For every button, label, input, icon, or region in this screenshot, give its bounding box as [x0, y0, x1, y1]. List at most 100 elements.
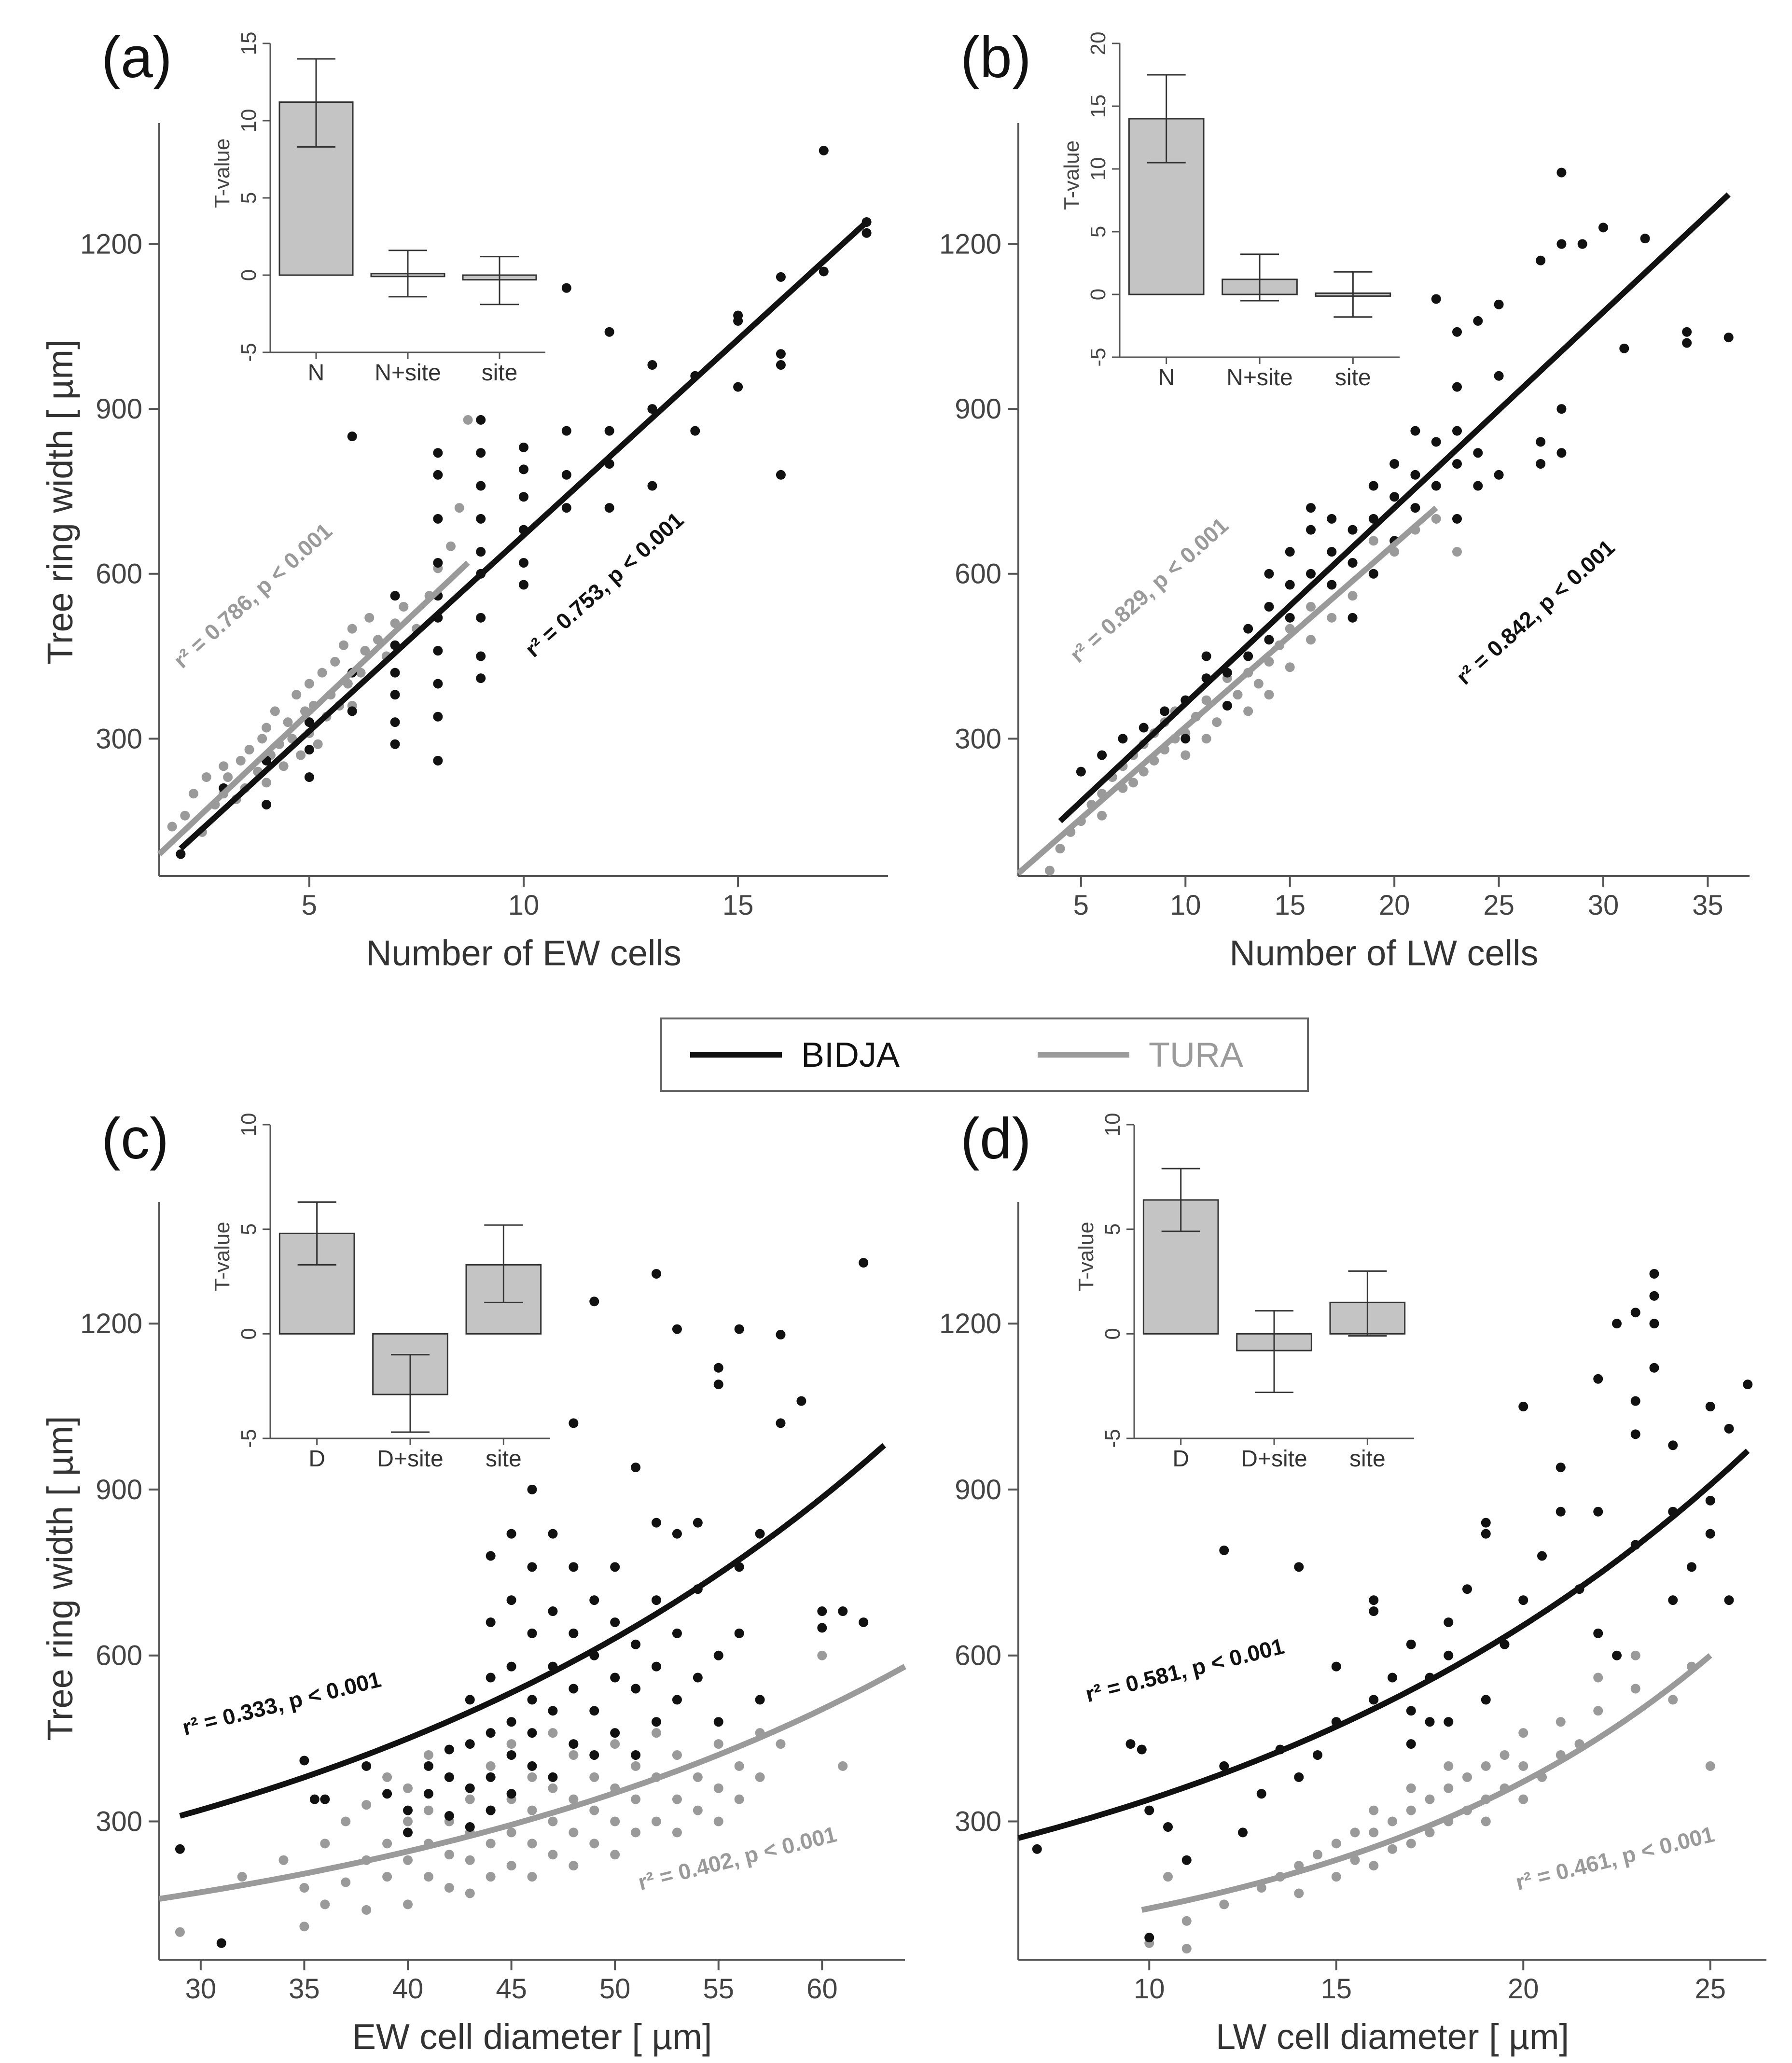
scatter-point-bidja [506, 1595, 516, 1605]
scatter-point-bidja [433, 558, 443, 568]
scatter-point-bidja [476, 673, 486, 683]
scatter-point-tura [444, 1850, 454, 1860]
scatter-point-tura [1444, 1761, 1454, 1771]
scatter-point-bidja [1125, 1739, 1136, 1749]
scatter-point-bidja [652, 1595, 661, 1605]
scatter-point-bidja [1238, 1827, 1248, 1838]
scatter-point-bidja [519, 442, 528, 452]
scatter-point-bidja [672, 1628, 682, 1638]
scatter-point-bidja [1630, 1429, 1640, 1439]
panel-label: (c) [101, 1106, 169, 1171]
scatter-point-bidja [604, 503, 614, 513]
scatter-point-bidja [390, 668, 400, 678]
scatter-point-bidja [647, 360, 657, 370]
scatter-point-tura [465, 1855, 475, 1865]
x-tick-label: 45 [496, 1973, 527, 2005]
scatter-point-bidja [1668, 1595, 1678, 1605]
scatter-point-bidja [1649, 1291, 1659, 1301]
scatter-point-bidja [506, 1661, 516, 1672]
scatter-point-bidja [216, 1938, 226, 1948]
scatter-point-tura [347, 624, 357, 634]
inset-y-tick-label: 15 [237, 32, 261, 56]
scatter-point-bidja [1536, 437, 1546, 447]
inset-category-label: site [486, 1446, 522, 1472]
scatter-point-bidja [1406, 1706, 1416, 1716]
series-bidja [1032, 1268, 1753, 1943]
inset-y-tick-label: 20 [1086, 32, 1110, 56]
inset-chart: -5 0 5 10 15 20 T-value N N+site site [1060, 32, 1409, 396]
scatter-point-bidja [1612, 1650, 1622, 1660]
scatter-point-tura [569, 1794, 579, 1804]
y-tick-label: 1200 [939, 1308, 1001, 1339]
inset-y-tick-label: 0 [1086, 289, 1110, 300]
scatter-point-bidja [1097, 750, 1107, 760]
scatter-point-bidja [304, 772, 314, 782]
scatter-point-tura [446, 541, 456, 551]
x-tick-label: 5 [1073, 890, 1089, 921]
scatter-point-tura [1481, 1816, 1491, 1826]
scatter-point-tura [320, 1899, 330, 1910]
scatter-point-bidja [776, 349, 786, 359]
scatter-point-bidja [733, 310, 743, 321]
scatter-point-bidja [433, 448, 443, 458]
scatter-point-bidja [433, 711, 443, 722]
scatter-point-bidja [1388, 1673, 1397, 1683]
scatter-point-bidja [652, 1518, 661, 1528]
scatter-point-tura [693, 1805, 703, 1815]
scatter-point-bidja [1462, 1584, 1472, 1594]
scatter-point-tura [548, 1783, 558, 1793]
scatter-point-tura [1044, 865, 1055, 876]
scatter-point-tura [1097, 810, 1107, 821]
inset-chart: -5 0 5 10 15 T-value N N+site site [210, 32, 555, 391]
scatter-point-tura [506, 1739, 516, 1749]
scatter-point-bidja [444, 1811, 454, 1821]
scatter-point-bidja [734, 1628, 744, 1638]
x-tick-label: 20 [1379, 890, 1410, 921]
scatter-point-bidja [1649, 1268, 1659, 1279]
scatter-point-bidja [1137, 1744, 1147, 1755]
scatter-point-bidja [1473, 448, 1483, 458]
scatter-point-bidja [423, 1789, 433, 1799]
scatter-point-bidja [527, 1484, 537, 1494]
scatter-point-tura [299, 1883, 309, 1893]
scatter-point-bidja [1556, 404, 1567, 414]
scatter-point-bidja [610, 1617, 620, 1627]
scatter-point-tura [631, 1827, 641, 1838]
scatter-point-tura [361, 1905, 372, 1915]
scatter-point-bidja [776, 470, 786, 480]
scatter-point-bidja [476, 613, 486, 623]
scatter-point-bidja [433, 646, 443, 656]
scatter-point-bidja [1264, 602, 1274, 612]
scatter-point-tura [270, 706, 280, 716]
scatter-point-tura [506, 1861, 516, 1871]
scatter-point-bidja [1630, 1308, 1640, 1318]
scatter-point-tura [569, 1861, 579, 1871]
y-tick-label: 900 [955, 1474, 1001, 1505]
scatter-point-bidja [1076, 767, 1086, 777]
scatter-point-bidja [486, 1617, 496, 1627]
scatter-point-bidja [1144, 1805, 1154, 1815]
scatter-point-bidja [819, 266, 829, 277]
scatter-point-tura [1630, 1650, 1640, 1660]
scatter-point-bidja [819, 145, 829, 155]
x-tick-label: 15 [1320, 1973, 1352, 2005]
scatter-point-bidja [569, 1562, 579, 1572]
scatter-point-bidja [304, 717, 314, 727]
scatter-point-tura [506, 1827, 516, 1838]
scatter-point-tura [652, 1728, 661, 1738]
y-tick-label: 600 [955, 1640, 1001, 1672]
scatter-point-bidja [1181, 734, 1191, 744]
x-tick-label: 10 [508, 890, 540, 921]
scatter-point-tura [486, 1761, 496, 1771]
scatter-point-bidja [561, 283, 571, 293]
scatter-point-bidja [1724, 1595, 1734, 1605]
scatter-point-bidja [1306, 569, 1316, 579]
scatter-point-bidja [690, 426, 700, 436]
scatter-point-bidja [1556, 448, 1567, 458]
scatter-point-tura [1369, 1827, 1379, 1838]
scatter-point-bidja [1556, 1463, 1566, 1473]
scatter-point-bidja [610, 1728, 620, 1738]
scatter-point-tura [548, 1728, 558, 1738]
scatter-point-bidja [476, 481, 486, 491]
scatter-point-tura [1350, 1827, 1360, 1838]
